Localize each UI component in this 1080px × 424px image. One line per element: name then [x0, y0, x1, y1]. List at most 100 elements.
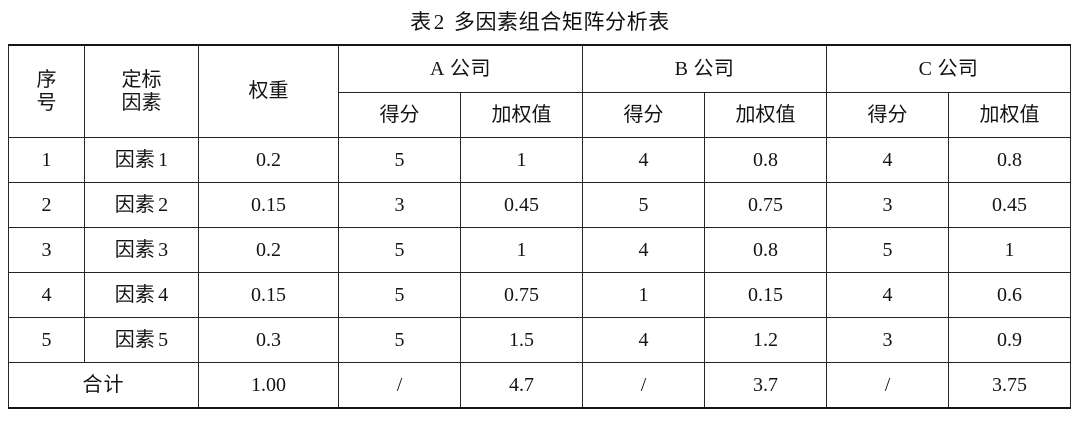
cell-c-weighted: 0.6 — [948, 272, 1072, 318]
table-row: 5 因素 5 0.3 5 1.5 4 1.2 3 0.9 — [8, 317, 1072, 363]
cell-c-weighted: 0.9 — [948, 317, 1072, 363]
company-c-suffix: 公司 — [937, 57, 979, 80]
total-label: 合计 — [8, 362, 199, 409]
cell-factor-name: 因素 — [114, 328, 156, 351]
cell-factor: 因素 5 — [84, 317, 199, 363]
cell-b-score: 4 — [582, 317, 706, 363]
cell-a-score: 5 — [338, 227, 461, 273]
cell-weight: 0.15 — [198, 182, 339, 228]
cell-b-weighted: 0.15 — [704, 272, 828, 318]
cell-a-weighted: 0.45 — [459, 182, 584, 228]
header-index: 序 号 — [8, 44, 85, 138]
header-factor-line1: 定标 — [121, 69, 162, 92]
cell-a-weighted: 1.5 — [459, 317, 584, 363]
cell-weight: 0.3 — [198, 317, 339, 363]
cell-factor: 因素 1 — [84, 137, 199, 183]
cell-a-weighted: 0.75 — [459, 272, 584, 318]
header-company-a: A 公司 — [337, 44, 584, 93]
table-row: 1 因素 1 0.2 5 1 4 0.8 4 0.8 — [8, 137, 1072, 183]
header-factor-line2: 因素 — [121, 91, 162, 114]
table-body: 1 因素 1 0.2 5 1 4 0.8 4 0.8 2 因素 2 0.15 3 0… — [8, 137, 1072, 409]
cell-b-score: 1 — [582, 272, 706, 318]
cell-factor-name: 因素 — [114, 283, 156, 306]
header-index-line1: 序 — [36, 69, 57, 92]
company-a-suffix: 公司 — [449, 57, 491, 80]
cell-factor: 因素 3 — [84, 227, 199, 273]
cell-index: 4 — [8, 272, 85, 318]
cell-c-weighted: 1 — [948, 227, 1072, 273]
total-c-score: / — [826, 362, 950, 409]
cell-b-weighted: 1.2 — [704, 317, 828, 363]
total-a-weighted: 4.7 — [459, 362, 584, 409]
cell-factor-name: 因素 — [114, 148, 156, 171]
total-a-score: / — [338, 362, 461, 409]
cell-factor-number: 2 — [158, 193, 169, 216]
cell-index: 2 — [8, 182, 85, 228]
header-company-c: C 公司 — [826, 44, 1072, 93]
cell-b-score: 4 — [582, 227, 706, 273]
cell-c-score: 4 — [826, 137, 950, 183]
cell-index: 1 — [8, 137, 85, 183]
cell-factor-name: 因素 — [114, 238, 156, 261]
company-b-suffix: 公司 — [693, 57, 735, 80]
cell-a-score: 3 — [338, 182, 461, 228]
title-text: 多因素组合矩阵分析表 — [453, 10, 670, 34]
cell-factor: 因素 2 — [84, 182, 199, 228]
cell-c-weighted: 0.45 — [948, 182, 1072, 228]
header-a-score: 得分 — [338, 92, 461, 138]
header-c-weighted: 加权值 — [948, 92, 1072, 138]
company-c-letter: C — [918, 57, 933, 80]
cell-b-weighted: 0.75 — [704, 182, 828, 228]
page-title: 表2 多因素组合矩阵分析表 — [0, 0, 1080, 44]
header-company-b: B 公司 — [582, 44, 828, 93]
header-weight: 权重 — [198, 44, 339, 138]
total-b-weighted: 3.7 — [704, 362, 828, 409]
cell-factor-number: 4 — [158, 283, 169, 306]
total-b-score: / — [582, 362, 706, 409]
cell-b-weighted: 0.8 — [704, 137, 828, 183]
cell-c-score: 3 — [826, 182, 950, 228]
cell-b-weighted: 0.8 — [704, 227, 828, 273]
cell-a-score: 5 — [338, 137, 461, 183]
cell-factor-number: 5 — [158, 328, 169, 351]
total-c-weighted: 3.75 — [948, 362, 1072, 409]
cell-index: 5 — [8, 317, 85, 363]
cell-c-score: 4 — [826, 272, 950, 318]
title-number: 2 — [433, 10, 445, 34]
header-row-sub: 得分 加权值 得分 加权值 得分 加权值 — [9, 92, 1072, 138]
cell-a-weighted: 1 — [459, 137, 584, 183]
cell-weight: 0.2 — [198, 137, 339, 183]
table-total-row: 合计 1.00 / 4.7 / 3.7 / 3.75 — [8, 362, 1072, 409]
cell-factor: 因素 4 — [84, 272, 199, 318]
header-a-weighted: 加权值 — [459, 92, 584, 138]
table-row: 3 因素 3 0.2 5 1 4 0.8 5 1 — [8, 227, 1072, 273]
table-row: 2 因素 2 0.15 3 0.45 5 0.75 3 0.45 — [8, 182, 1072, 228]
cell-factor-number: 1 — [158, 148, 169, 171]
title-label: 表 — [410, 10, 432, 34]
cell-a-weighted: 1 — [459, 227, 584, 273]
header-b-weighted: 加权值 — [704, 92, 828, 138]
cell-index: 3 — [8, 227, 85, 273]
table-container: 序 号 定标 因素 权重 A 公司 B 公司 C 公司 — [0, 44, 1080, 409]
cell-c-score: 5 — [826, 227, 950, 273]
cell-a-score: 5 — [338, 317, 461, 363]
cell-weight: 0.15 — [198, 272, 339, 318]
cell-factor-number: 3 — [158, 238, 169, 261]
company-b-letter: B — [674, 57, 689, 80]
header-c-score: 得分 — [826, 92, 950, 138]
cell-weight: 0.2 — [198, 227, 339, 273]
cell-b-score: 5 — [582, 182, 706, 228]
table-row: 4 因素 4 0.15 5 0.75 1 0.15 4 0.6 — [8, 272, 1072, 318]
table-head: 序 号 定标 因素 权重 A 公司 B 公司 C 公司 — [8, 44, 1072, 138]
total-weight: 1.00 — [198, 362, 339, 409]
cell-c-score: 3 — [826, 317, 950, 363]
cell-c-weighted: 0.8 — [948, 137, 1072, 183]
company-a-letter: A — [430, 57, 445, 80]
multi-factor-matrix-table: 序 号 定标 因素 权重 A 公司 B 公司 C 公司 — [8, 44, 1072, 409]
header-factor: 定标 因素 — [84, 44, 199, 138]
header-b-score: 得分 — [582, 92, 706, 138]
cell-factor-name: 因素 — [114, 193, 156, 216]
cell-a-score: 5 — [338, 272, 461, 318]
header-row-top: 序 号 定标 因素 权重 A 公司 B 公司 C 公司 — [8, 44, 1072, 138]
